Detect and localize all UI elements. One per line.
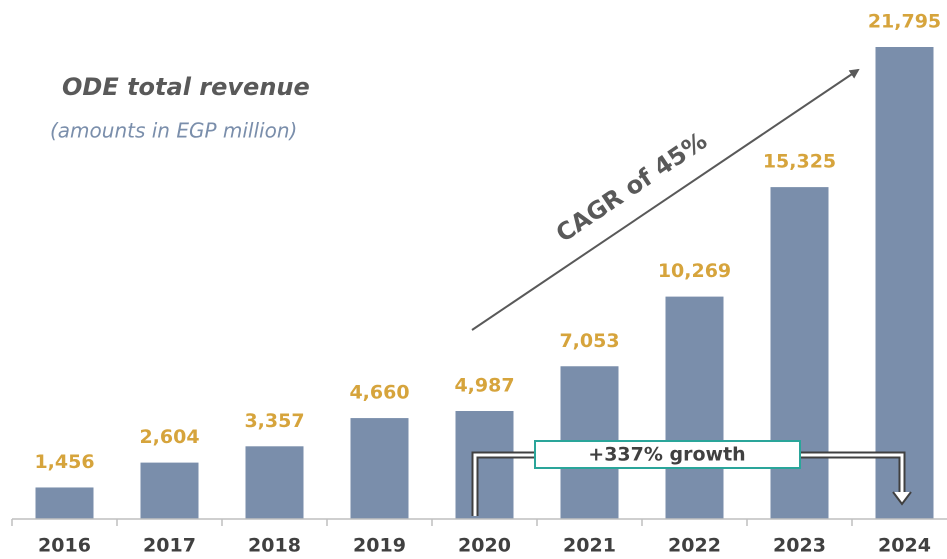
- cagr-annotation: CAGR of 45%: [551, 127, 712, 248]
- bar: [875, 47, 934, 519]
- bar: [770, 187, 829, 519]
- bar: [245, 446, 304, 519]
- value-label: 10,269: [658, 260, 731, 282]
- x-tick-label: 2021: [563, 535, 616, 557]
- value-label: 3,357: [244, 410, 304, 432]
- x-tick-label: 2016: [38, 535, 91, 557]
- value-label: 7,053: [559, 330, 619, 352]
- growth-arrowhead: [892, 491, 912, 506]
- x-tick-label: 2022: [668, 535, 721, 557]
- growth-annotation: +337% growth: [588, 444, 745, 466]
- bar: [140, 462, 199, 519]
- value-label: 1,456: [34, 451, 94, 473]
- x-tick-label: 2020: [458, 535, 511, 557]
- x-tick-label: 2018: [248, 535, 301, 557]
- bar: [665, 296, 724, 519]
- cagr-arrow: [471, 68, 860, 331]
- x-tick-label: 2023: [773, 535, 826, 557]
- chart-subtitle: (amounts in EGP million): [50, 119, 297, 143]
- value-label: 4,987: [454, 374, 514, 396]
- value-label: 21,795: [868, 11, 941, 33]
- value-label: 4,660: [349, 382, 409, 404]
- x-tick-label: 2019: [353, 535, 406, 557]
- value-label: 2,604: [139, 426, 199, 448]
- chart-title: ODE total revenue: [62, 73, 310, 101]
- x-tick-label: 2024: [878, 535, 931, 557]
- value-label: 15,325: [763, 151, 836, 173]
- bar: [455, 410, 514, 519]
- growth-box: [534, 440, 801, 469]
- bar: [35, 487, 94, 519]
- x-tick-label: 2017: [143, 535, 196, 557]
- bar: [350, 418, 409, 519]
